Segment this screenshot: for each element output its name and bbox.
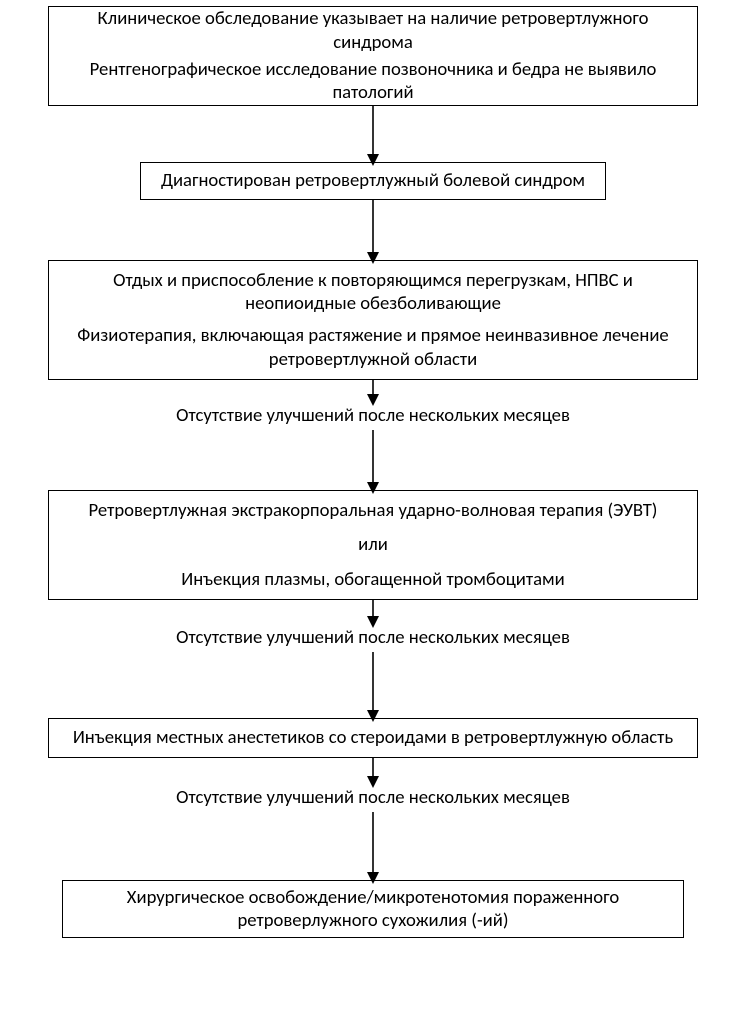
node-text: Диагностирован ретровертлужный болевой с… <box>161 167 585 194</box>
node-text: или <box>358 531 388 558</box>
flowchart-node-t3: Отсутствие улучшений после нескольких ме… <box>120 784 626 812</box>
flowchart-node-n2: Диагностирован ретровертлужный болевой с… <box>140 162 606 200</box>
node-text: Инъекция местных анестетиков со стероида… <box>73 724 673 751</box>
flowchart-node-t2: Отсутствие улучшений после нескольких ме… <box>120 624 626 652</box>
flowchart-node-n4: Ретровертлужная экстракорпоральная ударн… <box>48 490 698 600</box>
node-text: Инъекция плазмы, обогащенной тромбоцитам… <box>181 566 565 593</box>
node-text: Отдых и приспособление к повторяющимся п… <box>59 267 687 318</box>
flowchart-node-n5: Инъекция местных анестетиков со стероида… <box>48 718 698 758</box>
flowchart-node-n3: Отдых и приспособление к повторяющимся п… <box>48 260 698 380</box>
node-text: Отсутствие улучшений после нескольких ме… <box>176 402 570 429</box>
flowchart-node-n6: Хирургическое освобождение/микротенотоми… <box>62 880 684 938</box>
node-text: Ретровертлужная экстракорпоральная ударн… <box>89 497 658 524</box>
node-text: Отсутствие улучшений после нескольких ме… <box>176 784 570 811</box>
flowchart-canvas: Клиническое обследование указывает на на… <box>0 0 746 1024</box>
node-text: Клиническое обследование указывает на на… <box>59 5 687 56</box>
node-text: Физиотерапия, включающая растяжение и пр… <box>59 322 687 373</box>
flowchart-node-n1: Клиническое обследование указывает на на… <box>48 6 698 106</box>
node-text: Отсутствие улучшений после нескольких ме… <box>176 624 570 651</box>
node-text: Хирургическое освобождение/микротенотоми… <box>73 884 673 935</box>
node-text: Рентгенографическое исследование позвоно… <box>59 56 687 107</box>
flowchart-node-t1: Отсутствие улучшений после нескольких ме… <box>120 402 626 430</box>
